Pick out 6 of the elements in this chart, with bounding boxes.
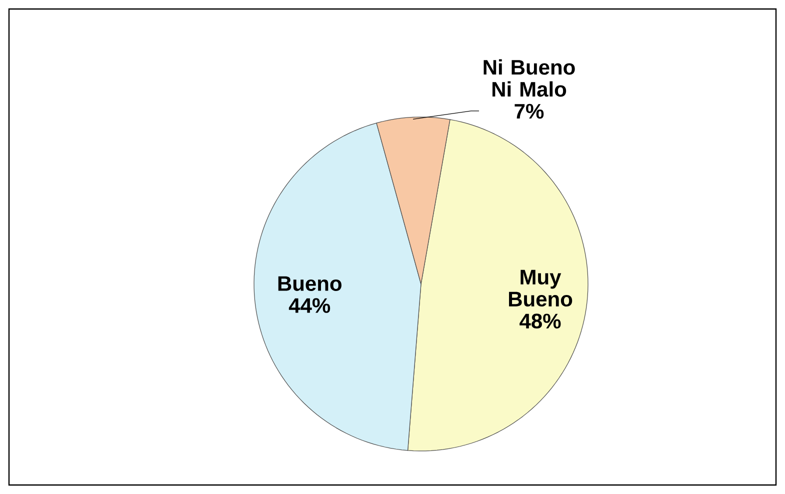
data-label: 7% <box>514 104 544 119</box>
slice-label: Muy Bueno <box>509 270 572 307</box>
slice-label: Ni Bueno Ni Malo <box>484 59 575 97</box>
slice-label: Bueno <box>278 276 342 291</box>
data-label: 48% <box>520 314 561 329</box>
data-label: 44% <box>288 298 330 313</box>
